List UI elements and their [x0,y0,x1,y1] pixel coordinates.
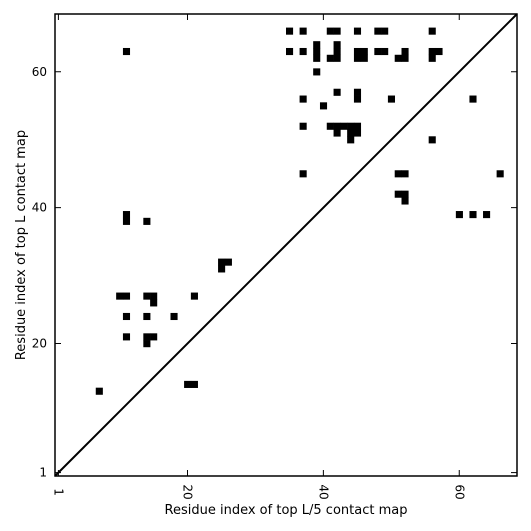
contact-cell-upper-50 [394,170,402,178]
contact-cell-upper-56 [455,211,463,219]
contact-cell-upper-32 [353,88,362,96]
contact-cell-upper-45 [347,129,355,137]
contact-cell-lower-15 [122,333,131,341]
contact-cell-upper-46 [353,129,362,137]
contact-cell-lower-19 [184,380,192,388]
contact-cell-upper-23 [326,54,334,62]
contact-cell-upper-40 [333,122,341,130]
y-tick-label-40: 40 [32,201,47,215]
contact-cells [95,27,504,395]
contact-cell-upper-55 [401,197,409,205]
contact-cell-upper-3 [326,27,334,35]
contact-cell-upper-24 [333,54,341,62]
contact-cell-upper-29 [428,54,436,62]
contact-cell-upper-15 [353,47,362,56]
contact-cell-lower-18 [143,340,151,348]
contact-cell-upper-5 [353,27,362,35]
y-axis-label: Residue index of top L contact map [14,130,29,360]
contact-cell-upper-17 [374,47,382,56]
contact-cell-lower-11 [190,292,198,300]
contact-cell-upper-26 [360,54,368,62]
contact-cell-lower-2 [143,217,151,225]
contact-cell-lower-0 [122,211,131,219]
contact-cell-upper-41 [340,122,348,130]
contact-cell-lower-17 [150,333,158,341]
x-tick-label-1: 1 [51,488,65,496]
contact-cell-upper-33 [333,88,341,96]
contact-cell-upper-8 [428,27,436,35]
contact-cell-upper-35 [387,95,396,103]
contact-cell-lower-8 [143,292,151,300]
contact-cell-upper-10 [299,47,307,56]
contact-cell-upper-12 [313,47,321,56]
contact-cell-lower-16 [143,333,151,341]
contact-cell-lower-13 [143,312,151,321]
contact-cell-upper-22 [313,54,321,62]
contact-cell-upper-37 [319,102,328,110]
contact-cell-upper-51 [401,170,409,178]
y-tick-label-1: 1 [39,466,47,480]
y-tick-label-60: 60 [32,65,47,79]
contact-cell-upper-58 [483,211,491,219]
contact-cell-upper-18 [381,47,389,56]
contact-cell-upper-31 [299,95,307,103]
axis-ticks: 1 20 40 60 1 20 40 60 [32,14,517,500]
contact-cell-upper-48 [428,136,436,144]
contact-cell-lower-14 [170,312,178,321]
plot-frame [54,13,518,477]
contact-cell-upper-30 [313,68,321,76]
contact-cell-lower-5 [218,265,226,273]
diagonal-line [54,13,518,477]
contact-cell-lower-3 [218,258,226,266]
contact-cell-upper-47 [347,136,355,144]
x-tick-label-40: 40 [316,484,330,499]
x-tick-label-60: 60 [452,484,466,499]
contact-cell-upper-44 [333,129,341,137]
contact-cell-upper-49 [299,170,307,178]
contact-cell-upper-11 [313,41,321,49]
contact-cell-upper-39 [326,122,334,130]
contact-cell-lower-7 [122,292,131,300]
contact-cell-upper-25 [353,54,362,62]
contact-cell-lower-1 [122,217,131,225]
contact-cell-upper-20 [428,47,436,56]
contact-cell-upper-42 [347,122,355,130]
contact-cell-lower-20 [190,380,198,388]
contact-cell-upper-2 [299,27,307,35]
contact-cell-upper-43 [353,122,362,130]
contact-cell-lower-6 [116,292,124,300]
contact-cell-lower-12 [122,312,131,321]
contact-cell-upper-0 [122,47,131,56]
contact-cell-lower-4 [224,258,232,266]
contact-cell-upper-27 [394,54,402,62]
contact-cell-upper-36 [469,95,477,103]
contact-cell-upper-57 [469,211,477,219]
contact-cell-upper-53 [394,190,402,198]
contact-cell-upper-13 [333,41,341,49]
contact-cell-upper-4 [333,27,341,35]
contact-cell-upper-14 [333,47,341,56]
x-axis-label: Residue index of top L/5 contact map [165,503,408,518]
contact-cell-upper-9 [286,47,294,56]
contact-cell-upper-54 [401,190,409,198]
contact-cell-upper-52 [496,170,504,178]
contact-cell-upper-28 [401,54,409,62]
contact-cell-upper-38 [299,122,307,130]
contact-cell-upper-19 [401,47,409,56]
contact-cell-lower-10 [150,299,158,307]
contact-cell-upper-21 [435,47,443,56]
contact-cell-upper-1 [286,27,294,35]
contact-cell-upper-7 [381,27,389,35]
contact-cell-upper-16 [360,47,368,56]
x-tick-label-20: 20 [180,484,194,499]
y-tick-label-20: 20 [32,337,47,351]
contact-cell-upper-6 [374,27,382,35]
contact-cell-lower-9 [150,292,158,300]
contact-cell-lower-21 [95,387,103,395]
contact-cell-upper-34 [353,95,362,103]
